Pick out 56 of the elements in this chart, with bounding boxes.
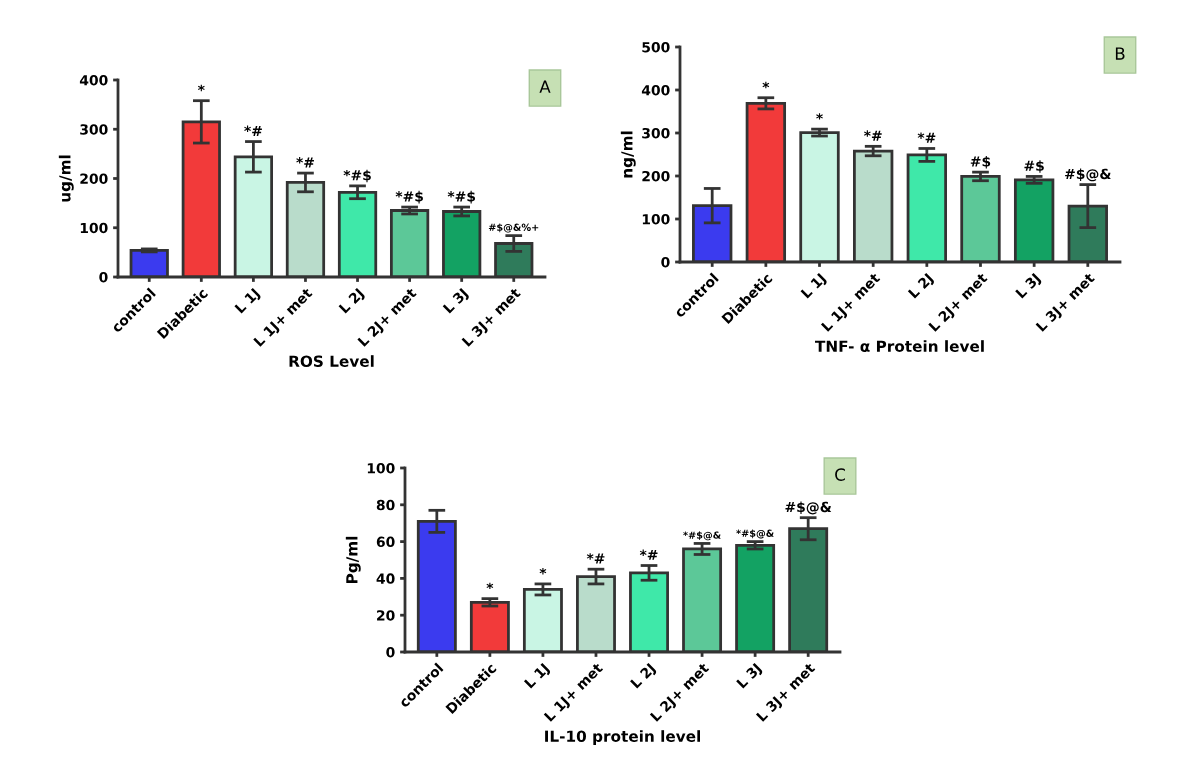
y-tick-label: 200	[80, 173, 108, 184]
annotation: *	[486, 582, 494, 590]
annotation: *#	[639, 549, 658, 560]
y-tick-label: 400	[641, 84, 670, 96]
x-tick-label: L 2J	[907, 272, 936, 301]
x-tick-label: L 2J	[629, 662, 658, 691]
annotation: *	[197, 84, 205, 92]
y-tick-label: 40	[376, 573, 395, 584]
annotation: *#	[864, 130, 882, 141]
annotation: *	[539, 567, 547, 575]
y-tick-label: 0	[99, 271, 108, 283]
annotation: #$@&	[1065, 168, 1111, 182]
y-axis-title: ng/ml	[620, 131, 636, 178]
annotation: *#	[296, 157, 314, 168]
x-axis-title: TNF- α Protein level	[815, 340, 984, 353]
x-tick-label: L 3J	[442, 287, 471, 316]
x-tick-label: L 1J	[800, 272, 829, 301]
y-tick-label: 0	[661, 256, 670, 268]
annotation: C	[835, 468, 845, 481]
y-tick-label: 200	[642, 170, 670, 182]
annotation: *#$	[395, 190, 423, 204]
y-tick-label: 100	[642, 213, 670, 225]
y-tick-label: 80	[376, 499, 395, 511]
annotation: #$@&%+	[488, 223, 539, 233]
y-axis-title: ug/ml	[58, 155, 74, 202]
annotation: *#	[244, 125, 262, 136]
y-tick-label: 60	[376, 536, 395, 548]
annotation: *#$	[447, 190, 476, 204]
annotation: *#$@&	[736, 529, 774, 539]
annotation: #$	[1024, 160, 1044, 173]
annotation: *#$	[343, 169, 371, 183]
y-tick-label: 300	[642, 127, 670, 139]
annotation: #$	[970, 155, 991, 169]
x-tick-label: L 2J	[338, 287, 367, 316]
y-tick-label: 0	[386, 646, 395, 658]
annotation: *#	[586, 553, 605, 564]
y-tick-label: 100	[367, 462, 395, 474]
annotation: *#$@&	[683, 531, 721, 541]
annotation: #$@&	[785, 501, 832, 515]
annotation: *	[816, 113, 823, 120]
x-tick-label: L 1J	[523, 662, 552, 691]
y-tick-label: 20	[377, 610, 395, 621]
x-axis-title: ROS Level	[289, 355, 374, 368]
y-tick-label: 400	[79, 74, 108, 86]
y-axis-title: Pg/ml	[345, 536, 361, 584]
y-tick-label: 100	[80, 222, 108, 234]
x-tick-label: L 3J	[1015, 272, 1043, 301]
annotation: B	[1115, 47, 1125, 60]
x-tick-label: L 3J	[736, 662, 764, 691]
y-tick-label: 300	[80, 124, 108, 135]
x-axis-title: IL-10 protein level	[545, 730, 700, 745]
y-tick-label: 500	[642, 41, 670, 53]
annotation: *#	[917, 132, 936, 143]
annotation: *	[762, 81, 770, 89]
x-tick-label: L 1J	[234, 287, 262, 316]
annotation: A	[539, 80, 551, 93]
